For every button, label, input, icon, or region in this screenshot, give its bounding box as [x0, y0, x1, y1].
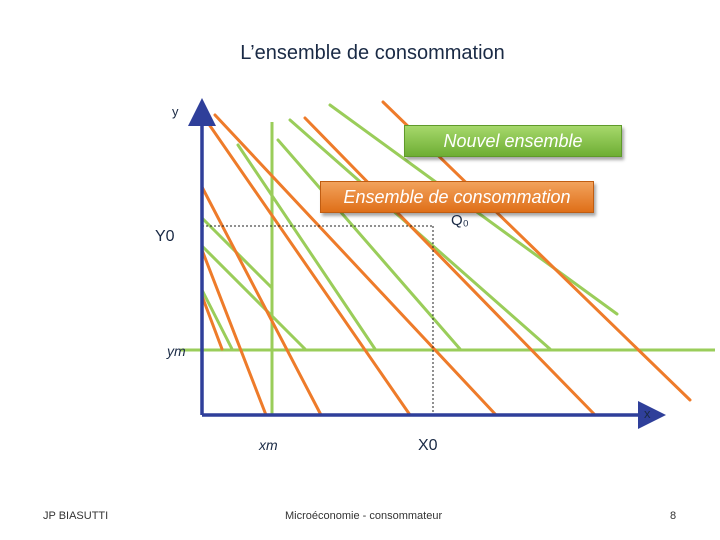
orange-diagonal-6	[200, 248, 268, 417]
orange-diagonal-1	[204, 118, 412, 417]
y-axis-label: y	[172, 104, 179, 119]
green-diagonal-3	[236, 143, 377, 351]
page-title: L’ensemble de consommation	[240, 42, 505, 64]
new-set-label-box: Nouvel ensemble	[404, 125, 622, 157]
orange-diagonal-2	[213, 113, 498, 417]
footer-subject: Microéconomie - consommateur	[285, 510, 443, 522]
orange-diagonal-5	[200, 185, 323, 417]
consumption-set-label-box: Ensemble de consommation	[320, 181, 594, 213]
xm-label: xm	[259, 437, 278, 453]
x0-label: X0	[418, 437, 438, 454]
orange-diagonal-7	[200, 294, 224, 351]
y0-label: Y0	[155, 228, 175, 245]
ym-label: ym	[167, 343, 186, 359]
x-axis-label: x	[644, 406, 651, 421]
green-diagonal-2	[200, 244, 307, 351]
green-diagonal-7	[200, 288, 234, 351]
footer-author: JP BIASUTTI	[43, 510, 109, 522]
green-diagonal-4	[276, 138, 462, 351]
q0-label: Q₀	[451, 212, 469, 229]
orange-diagonal-3	[303, 116, 597, 417]
footer-page-number: 8	[670, 510, 677, 522]
